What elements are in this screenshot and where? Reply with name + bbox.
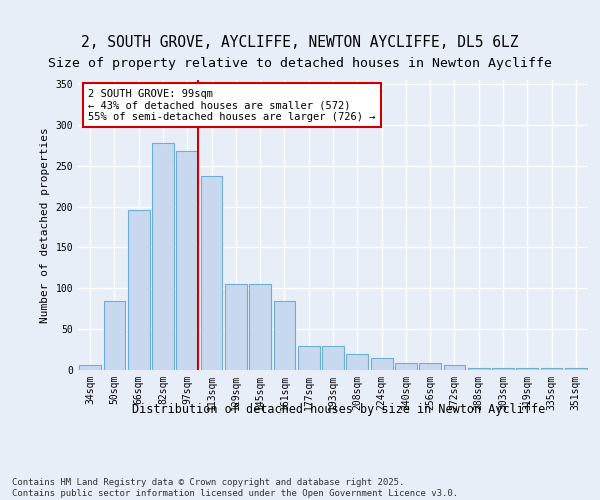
Bar: [371, 358, 392, 370]
Bar: [200, 176, 223, 370]
Text: Size of property relative to detached houses in Newton Aycliffe: Size of property relative to detached ho…: [48, 57, 552, 70]
Bar: [517, 368, 538, 370]
Bar: [322, 346, 344, 370]
Bar: [443, 365, 466, 370]
Bar: [104, 300, 125, 370]
Bar: [79, 365, 101, 370]
Y-axis label: Number of detached properties: Number of detached properties: [40, 127, 50, 323]
Bar: [492, 368, 514, 370]
Bar: [176, 151, 198, 370]
Bar: [274, 300, 295, 370]
Text: 2, SOUTH GROVE, AYCLIFFE, NEWTON AYCLIFFE, DL5 6LZ: 2, SOUTH GROVE, AYCLIFFE, NEWTON AYCLIFF…: [81, 35, 519, 50]
Bar: [152, 143, 174, 370]
Bar: [225, 284, 247, 370]
Bar: [468, 368, 490, 370]
Text: Distribution of detached houses by size in Newton Aycliffe: Distribution of detached houses by size …: [133, 402, 545, 415]
Text: 2 SOUTH GROVE: 99sqm
← 43% of detached houses are smaller (572)
55% of semi-deta: 2 SOUTH GROVE: 99sqm ← 43% of detached h…: [88, 88, 376, 122]
Bar: [541, 368, 562, 370]
Bar: [346, 354, 368, 370]
Bar: [419, 364, 441, 370]
Bar: [395, 364, 417, 370]
Bar: [249, 284, 271, 370]
Bar: [298, 346, 320, 370]
Bar: [565, 368, 587, 370]
Bar: [128, 210, 149, 370]
Text: Contains HM Land Registry data © Crown copyright and database right 2025.
Contai: Contains HM Land Registry data © Crown c…: [12, 478, 458, 498]
